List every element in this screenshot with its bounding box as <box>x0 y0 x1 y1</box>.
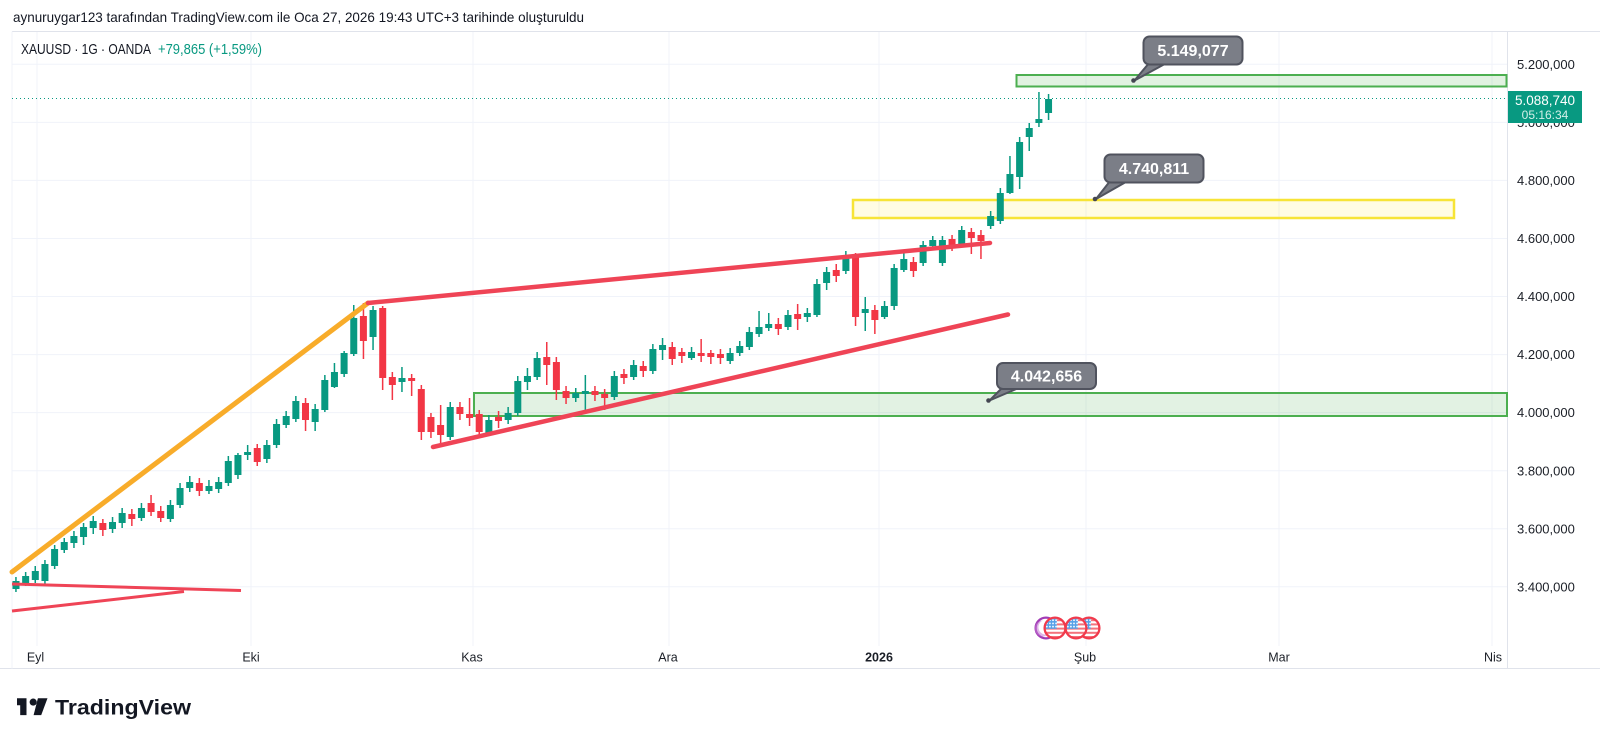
svg-text:2026: 2026 <box>865 651 893 665</box>
svg-text:4.000,000: 4.000,000 <box>1517 405 1575 420</box>
svg-text:3.600,000: 3.600,000 <box>1517 521 1575 536</box>
svg-text:TradingView: TradingView <box>55 697 192 720</box>
svg-text:4.400,000: 4.400,000 <box>1517 289 1575 304</box>
svg-text:Kas: Kas <box>461 651 483 665</box>
svg-text:4.600,000: 4.600,000 <box>1517 231 1575 246</box>
svg-text:+79,865 (+1,59%): +79,865 (+1,59%) <box>158 42 262 58</box>
svg-text:4.200,000: 4.200,000 <box>1517 347 1575 362</box>
svg-text:XAUUSD · 1G · OANDA: XAUUSD · 1G · OANDA <box>21 42 151 58</box>
svg-text:Nis: Nis <box>1484 651 1502 665</box>
svg-text:3.800,000: 3.800,000 <box>1517 463 1575 478</box>
svg-text:3.400,000: 3.400,000 <box>1517 579 1575 594</box>
svg-text:4.042,656: 4.042,656 <box>1011 369 1082 386</box>
svg-text:Ara: Ara <box>658 651 678 665</box>
svg-text:Şub: Şub <box>1074 651 1096 665</box>
svg-text:5.200,000: 5.200,000 <box>1517 57 1575 72</box>
svg-text:05:16:34: 05:16:34 <box>1522 108 1569 122</box>
svg-text:5.088,740: 5.088,740 <box>1515 93 1575 108</box>
svg-text:Mar: Mar <box>1268 651 1290 665</box>
svg-text:4.740,811: 4.740,811 <box>1119 161 1189 178</box>
svg-text:Eki: Eki <box>242 651 259 665</box>
svg-text:aynuruygar123 tarafından Tradi: aynuruygar123 tarafından TradingView.com… <box>13 9 584 25</box>
svg-text:5.149,077: 5.149,077 <box>1157 43 1228 60</box>
svg-text:4.800,000: 4.800,000 <box>1517 173 1575 188</box>
svg-text:Eyl: Eyl <box>27 651 44 665</box>
